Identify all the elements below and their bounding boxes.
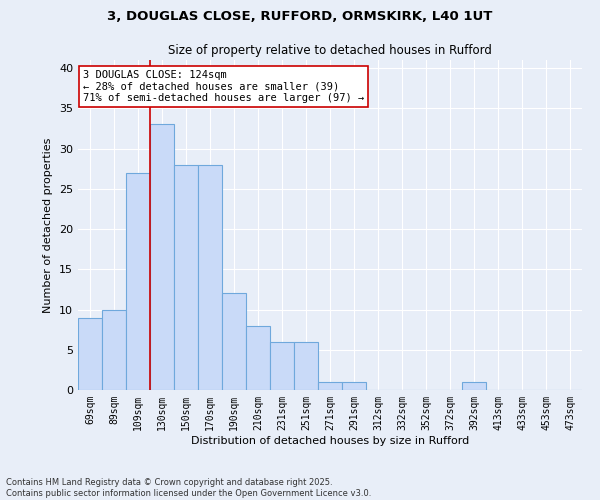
Title: Size of property relative to detached houses in Rufford: Size of property relative to detached ho… <box>168 44 492 58</box>
Y-axis label: Number of detached properties: Number of detached properties <box>43 138 53 312</box>
Bar <box>462 382 486 390</box>
Bar <box>318 382 342 390</box>
Text: Contains HM Land Registry data © Crown copyright and database right 2025.
Contai: Contains HM Land Registry data © Crown c… <box>6 478 371 498</box>
Bar <box>150 124 174 390</box>
Text: 3 DOUGLAS CLOSE: 124sqm
← 28% of detached houses are smaller (39)
71% of semi-de: 3 DOUGLAS CLOSE: 124sqm ← 28% of detache… <box>83 70 364 103</box>
Bar <box>246 326 270 390</box>
Bar <box>198 164 222 390</box>
Bar <box>126 172 150 390</box>
Bar <box>342 382 366 390</box>
Bar <box>78 318 102 390</box>
Bar <box>270 342 294 390</box>
Text: 3, DOUGLAS CLOSE, RUFFORD, ORMSKIRK, L40 1UT: 3, DOUGLAS CLOSE, RUFFORD, ORMSKIRK, L40… <box>107 10 493 23</box>
Bar <box>102 310 126 390</box>
Bar <box>294 342 318 390</box>
Bar <box>174 164 198 390</box>
Bar <box>222 294 246 390</box>
X-axis label: Distribution of detached houses by size in Rufford: Distribution of detached houses by size … <box>191 436 469 446</box>
